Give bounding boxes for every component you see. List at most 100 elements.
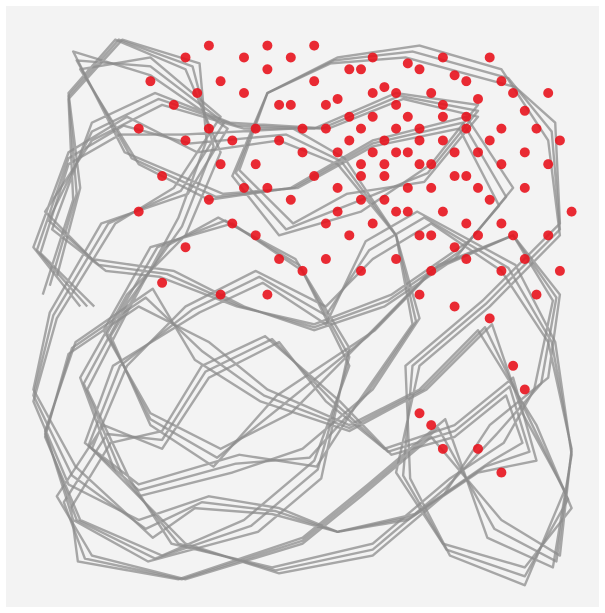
spike-point <box>519 384 530 395</box>
spike-point <box>332 93 343 104</box>
spike-point <box>367 111 378 122</box>
spike-point <box>461 111 472 122</box>
spike-point <box>285 99 296 110</box>
spike-point <box>297 147 308 158</box>
spike-point <box>473 147 483 158</box>
spike-point <box>426 88 437 99</box>
spike-point <box>461 218 472 229</box>
spike-point <box>203 40 214 51</box>
spike-point <box>344 64 355 75</box>
trajectory-path <box>32 38 573 581</box>
spike-point <box>484 194 495 205</box>
spike-point <box>554 265 565 276</box>
spike-point <box>473 182 483 193</box>
spike-point <box>461 254 472 265</box>
spike-point <box>133 206 144 217</box>
spike-point <box>274 99 285 110</box>
spike-point <box>543 159 554 170</box>
spike-point <box>496 76 507 87</box>
spike-point <box>356 64 366 75</box>
spike-point <box>250 123 261 134</box>
spike-point <box>461 76 472 87</box>
spike-point <box>414 123 425 134</box>
spike-point <box>496 265 507 276</box>
spike-point <box>508 230 519 241</box>
spike-point <box>262 182 273 193</box>
spike-point <box>168 99 179 110</box>
spike-point <box>320 254 331 265</box>
spike-point <box>332 206 343 217</box>
spike-point <box>262 64 273 75</box>
spike-point <box>414 230 425 241</box>
spike-point <box>379 82 390 93</box>
spike-point <box>391 123 402 134</box>
spike-point <box>461 123 472 134</box>
spike-point <box>519 182 530 193</box>
spike-point <box>309 40 320 51</box>
spike-point <box>297 265 308 276</box>
spike-point <box>414 289 425 300</box>
spike-point <box>285 52 296 63</box>
spike-point <box>519 254 530 265</box>
spike-point <box>320 123 331 134</box>
spike-point <box>426 230 437 241</box>
spike-point <box>391 254 402 265</box>
spike-point <box>566 206 577 217</box>
spike-point <box>508 360 519 371</box>
spike-point <box>320 99 331 110</box>
spike-point <box>449 70 460 81</box>
spike-point <box>437 52 448 63</box>
spike-point <box>414 135 425 146</box>
spike-point <box>356 265 366 276</box>
spike-point <box>449 171 460 182</box>
spike-point <box>215 76 226 87</box>
spike-point <box>332 182 343 193</box>
spike-point <box>484 313 495 324</box>
spike-point <box>180 52 191 63</box>
spike-point <box>496 123 507 134</box>
spike-point <box>391 147 402 158</box>
spike-point <box>437 135 448 146</box>
spike-point <box>473 230 483 241</box>
spike-point <box>449 301 460 312</box>
spike-point <box>379 194 390 205</box>
spike-point <box>250 159 261 170</box>
spike-point <box>332 147 343 158</box>
spike-layer <box>133 40 577 478</box>
spike-point <box>519 147 530 158</box>
spike-point <box>203 123 214 134</box>
spike-point <box>344 111 355 122</box>
spike-point <box>449 147 460 158</box>
spike-point <box>356 123 366 134</box>
spike-point <box>297 123 308 134</box>
spike-point <box>437 99 448 110</box>
trajectory-layer <box>32 38 573 587</box>
spike-point <box>262 289 273 300</box>
spike-point <box>543 230 554 241</box>
spike-point <box>227 218 238 229</box>
spike-point <box>391 206 402 217</box>
spike-point <box>239 52 249 63</box>
spike-point <box>262 40 273 51</box>
spike-point <box>391 99 402 110</box>
spike-point <box>367 88 378 99</box>
spike-point <box>519 105 530 116</box>
spike-point <box>203 194 214 205</box>
spike-point <box>367 147 378 158</box>
spike-point <box>180 242 191 253</box>
spike-point <box>402 111 413 122</box>
spike-point <box>531 289 542 300</box>
spike-point <box>414 159 425 170</box>
spike-point <box>215 289 226 300</box>
spike-point <box>508 88 519 99</box>
spike-point <box>402 206 413 217</box>
spike-point <box>344 135 355 146</box>
spike-point <box>531 123 542 134</box>
spike-point <box>239 88 249 99</box>
spike-point <box>215 159 226 170</box>
spike-point <box>496 467 507 478</box>
spike-point <box>437 206 448 217</box>
spike-point <box>426 420 437 431</box>
spike-point <box>402 182 413 193</box>
